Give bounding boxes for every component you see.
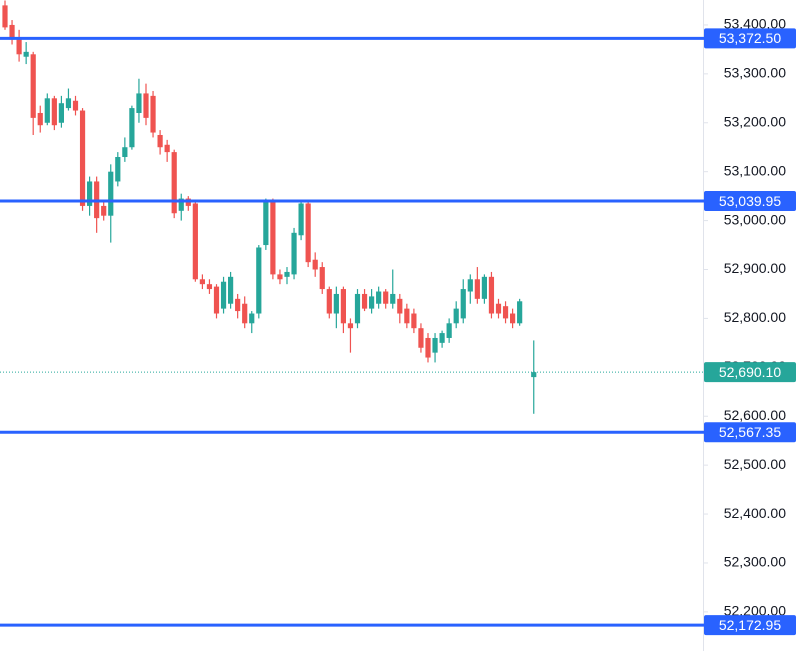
candle-body [101, 205, 107, 216]
candle-body [65, 98, 72, 109]
candle-body [446, 323, 452, 338]
candle-body [235, 298, 241, 312]
y-tick-label: 52,300.00 [724, 554, 786, 570]
candle-body [488, 276, 495, 314]
candle-body [58, 103, 64, 123]
y-tick-label: 53,100.00 [724, 162, 786, 178]
candle-body [340, 289, 346, 324]
y-tick-label: 53,000.00 [724, 211, 786, 227]
candle-body [390, 293, 396, 304]
candle-body [263, 201, 269, 246]
candle-body [467, 279, 473, 292]
candle-body [376, 291, 382, 304]
candle-body [51, 98, 57, 126]
candle-body [122, 147, 128, 158]
candle-body [425, 337, 431, 358]
candle-body [502, 306, 509, 319]
candle-body [79, 110, 86, 206]
candle-body [333, 293, 339, 314]
candle-body [192, 203, 198, 280]
candle-body [157, 134, 163, 148]
candle-body [460, 289, 466, 319]
y-tick-label: 53,300.00 [724, 65, 786, 81]
candle-body [256, 247, 262, 314]
candle-body [439, 333, 445, 343]
candle-body [30, 54, 36, 118]
candle-body [432, 337, 438, 353]
candle-body [277, 274, 283, 280]
y-tick-label: 52,800.00 [724, 309, 786, 325]
candle-body [143, 93, 149, 118]
candle-body [87, 181, 93, 206]
candle-body [44, 98, 50, 123]
candle-body [369, 296, 375, 309]
candle-body [418, 328, 424, 348]
y-tick-label: 52,400.00 [724, 505, 786, 521]
candle-body [206, 284, 213, 290]
candle-body [164, 144, 170, 153]
candle-body [129, 108, 135, 148]
candle-body [361, 293, 368, 309]
candle-body [2, 5, 8, 28]
candle-body [72, 100, 79, 111]
candle-body [9, 24, 15, 40]
y-tick-label: 52,600.00 [724, 407, 786, 423]
candle-body [284, 271, 290, 277]
level-label: 52,172.95 [719, 617, 781, 633]
candle-body [242, 303, 248, 324]
y-tick-label: 52,900.00 [724, 260, 786, 276]
level-label: 53,372.50 [719, 30, 781, 46]
candle-body [517, 301, 523, 324]
candle-body [481, 276, 487, 299]
candle-body [453, 308, 459, 324]
candle-body [23, 51, 29, 57]
candle-body [298, 203, 304, 236]
candle-body [171, 152, 177, 214]
level-box [704, 191, 796, 212]
level-label: 52,567.35 [719, 424, 781, 440]
candle-body [150, 95, 156, 133]
level-box [704, 422, 796, 443]
candle-body [474, 279, 480, 299]
candle-body [178, 198, 184, 211]
candle-body [383, 291, 389, 304]
last-price-box [704, 362, 796, 383]
candle-body [37, 112, 43, 126]
candle-body [319, 267, 325, 290]
candle-body [347, 323, 354, 329]
level-box [704, 615, 796, 636]
candle-body [136, 93, 142, 113]
candle-body [411, 313, 417, 329]
candle-body [16, 37, 22, 55]
candle-body [115, 157, 121, 182]
candle-body [404, 308, 410, 324]
candle-body [249, 313, 255, 324]
level-label: 53,039.95 [719, 193, 781, 209]
last-price-label: 52,690.10 [719, 364, 781, 380]
candle-body [510, 313, 516, 324]
candle-body [213, 286, 220, 314]
candle-body [326, 289, 332, 314]
candle-body [312, 259, 318, 270]
candle-body [291, 232, 297, 275]
y-tick-label: 53,400.00 [724, 16, 786, 32]
candle-body [199, 279, 205, 285]
candle-body [108, 171, 114, 216]
y-tick-label: 52,200.00 [724, 603, 786, 619]
candle-body [220, 281, 227, 309]
candle-body [495, 303, 502, 314]
y-tick-label: 52,500.00 [724, 456, 786, 472]
y-tick-label: 53,200.00 [724, 113, 786, 129]
level-box [704, 28, 796, 49]
candle-body [270, 201, 276, 275]
candle-body [397, 298, 403, 314]
candle-body [354, 293, 361, 324]
candle-body [531, 372, 537, 378]
candle-body [228, 276, 234, 304]
candle-body [305, 203, 311, 263]
